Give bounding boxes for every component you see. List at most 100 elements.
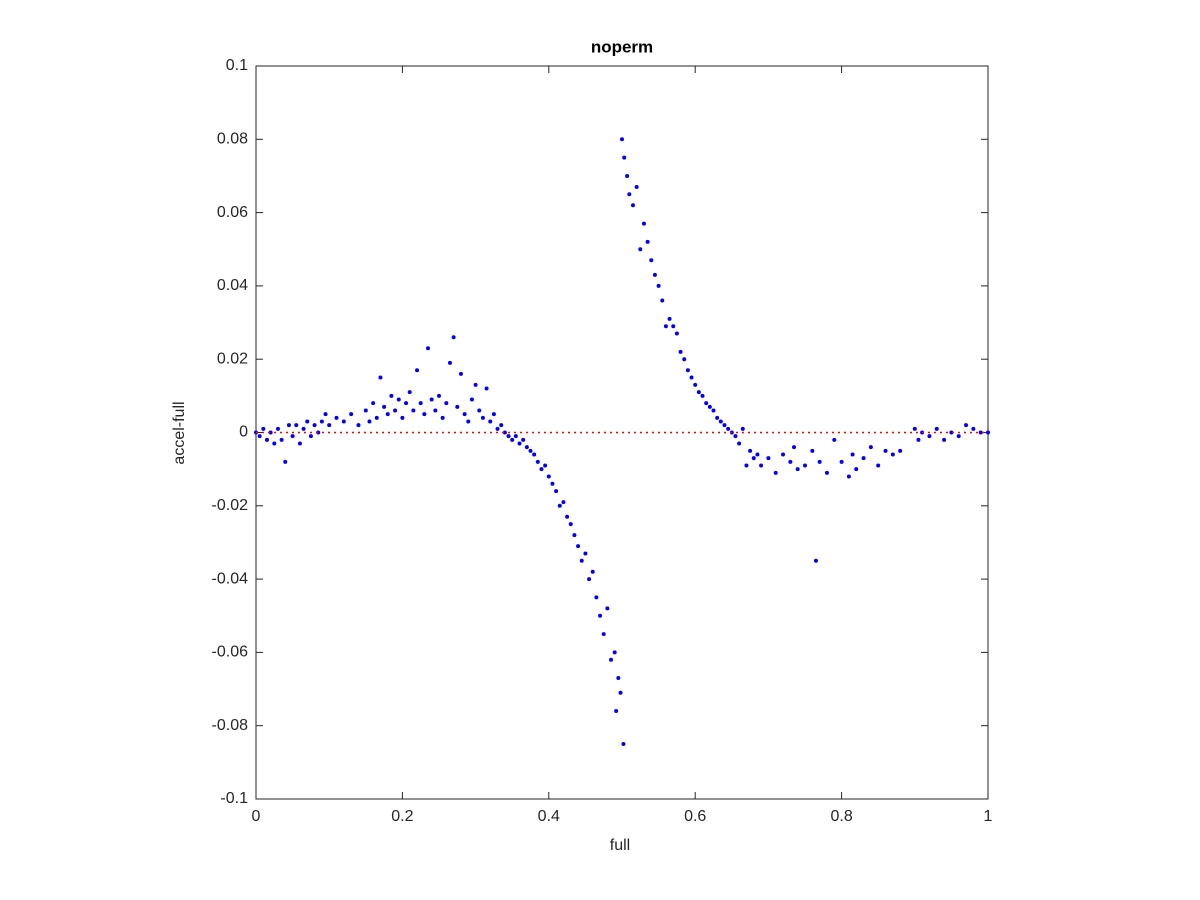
point: [707, 404, 712, 409]
x-tick-label: 1: [984, 808, 993, 825]
point: [572, 533, 577, 538]
point: [385, 412, 390, 417]
point: [396, 397, 401, 402]
y-tick-label: 0.04: [217, 277, 248, 294]
point: [685, 368, 690, 373]
point: [323, 412, 328, 417]
point: [652, 272, 657, 277]
point: [532, 452, 537, 457]
point: [268, 430, 273, 435]
point: [949, 430, 954, 435]
y-tick-label: -0.02: [212, 497, 249, 514]
point: [565, 514, 570, 519]
point: [678, 349, 683, 354]
y-tick-label: -0.08: [212, 717, 249, 734]
point: [286, 423, 291, 428]
point: [316, 430, 321, 435]
point: [682, 357, 687, 362]
point: [444, 401, 449, 406]
point: [411, 408, 416, 413]
point: [766, 456, 771, 461]
point: [528, 448, 533, 453]
point: [689, 375, 694, 380]
point: [279, 437, 284, 442]
point: [404, 401, 409, 406]
point: [726, 426, 731, 431]
point: [437, 393, 441, 398]
point: [737, 441, 742, 446]
y-tick-label: 0.06: [217, 204, 248, 221]
point: [363, 408, 368, 413]
point: [447, 360, 452, 365]
point: [660, 298, 665, 303]
point: [846, 474, 851, 479]
point: [393, 408, 398, 413]
point: [371, 401, 376, 406]
x-axis-label: full: [610, 837, 630, 854]
point: [400, 415, 405, 420]
point: [718, 419, 723, 424]
point: [927, 434, 932, 439]
point: [942, 437, 947, 442]
point: [418, 401, 423, 406]
point: [568, 522, 573, 527]
point: [517, 441, 522, 446]
point: [839, 459, 844, 464]
point: [964, 423, 969, 428]
point: [693, 382, 698, 387]
point: [576, 544, 581, 549]
point: [832, 437, 837, 442]
point: [792, 445, 797, 450]
point: [590, 569, 595, 574]
point: [389, 393, 394, 398]
point: [272, 441, 277, 446]
point: [510, 437, 515, 442]
point: [803, 463, 807, 468]
point: [795, 467, 800, 472]
point: [462, 412, 467, 417]
point: [484, 386, 489, 391]
point: [620, 137, 624, 142]
point: [594, 595, 599, 600]
point: [356, 423, 361, 428]
point: [257, 434, 262, 439]
x-tick-label: 0.6: [684, 808, 706, 825]
point: [612, 650, 617, 655]
point: [579, 558, 584, 563]
point: [297, 441, 302, 446]
point: [473, 382, 478, 387]
point: [583, 551, 588, 556]
point: [407, 390, 412, 395]
point: [748, 448, 753, 453]
point: [535, 459, 540, 464]
point: [696, 390, 701, 395]
point: [810, 448, 815, 453]
point: [495, 426, 500, 431]
point: [956, 434, 961, 439]
point: [868, 445, 873, 450]
point: [817, 459, 822, 464]
point: [609, 657, 614, 662]
point: [554, 489, 559, 494]
point: [744, 463, 749, 468]
point: [824, 470, 829, 475]
point: [561, 500, 566, 505]
point: [283, 459, 288, 464]
point: [327, 423, 332, 428]
point: [440, 415, 445, 420]
point: [700, 393, 705, 398]
point: [916, 437, 921, 442]
point: [275, 426, 280, 431]
point: [557, 503, 562, 508]
point: [890, 452, 895, 457]
point: [455, 404, 460, 409]
point: [616, 676, 621, 681]
y-tick-label: 0.08: [217, 131, 248, 148]
point: [876, 463, 881, 468]
point: [630, 203, 635, 208]
point: [773, 470, 778, 475]
point: [598, 613, 603, 618]
point: [458, 371, 463, 376]
